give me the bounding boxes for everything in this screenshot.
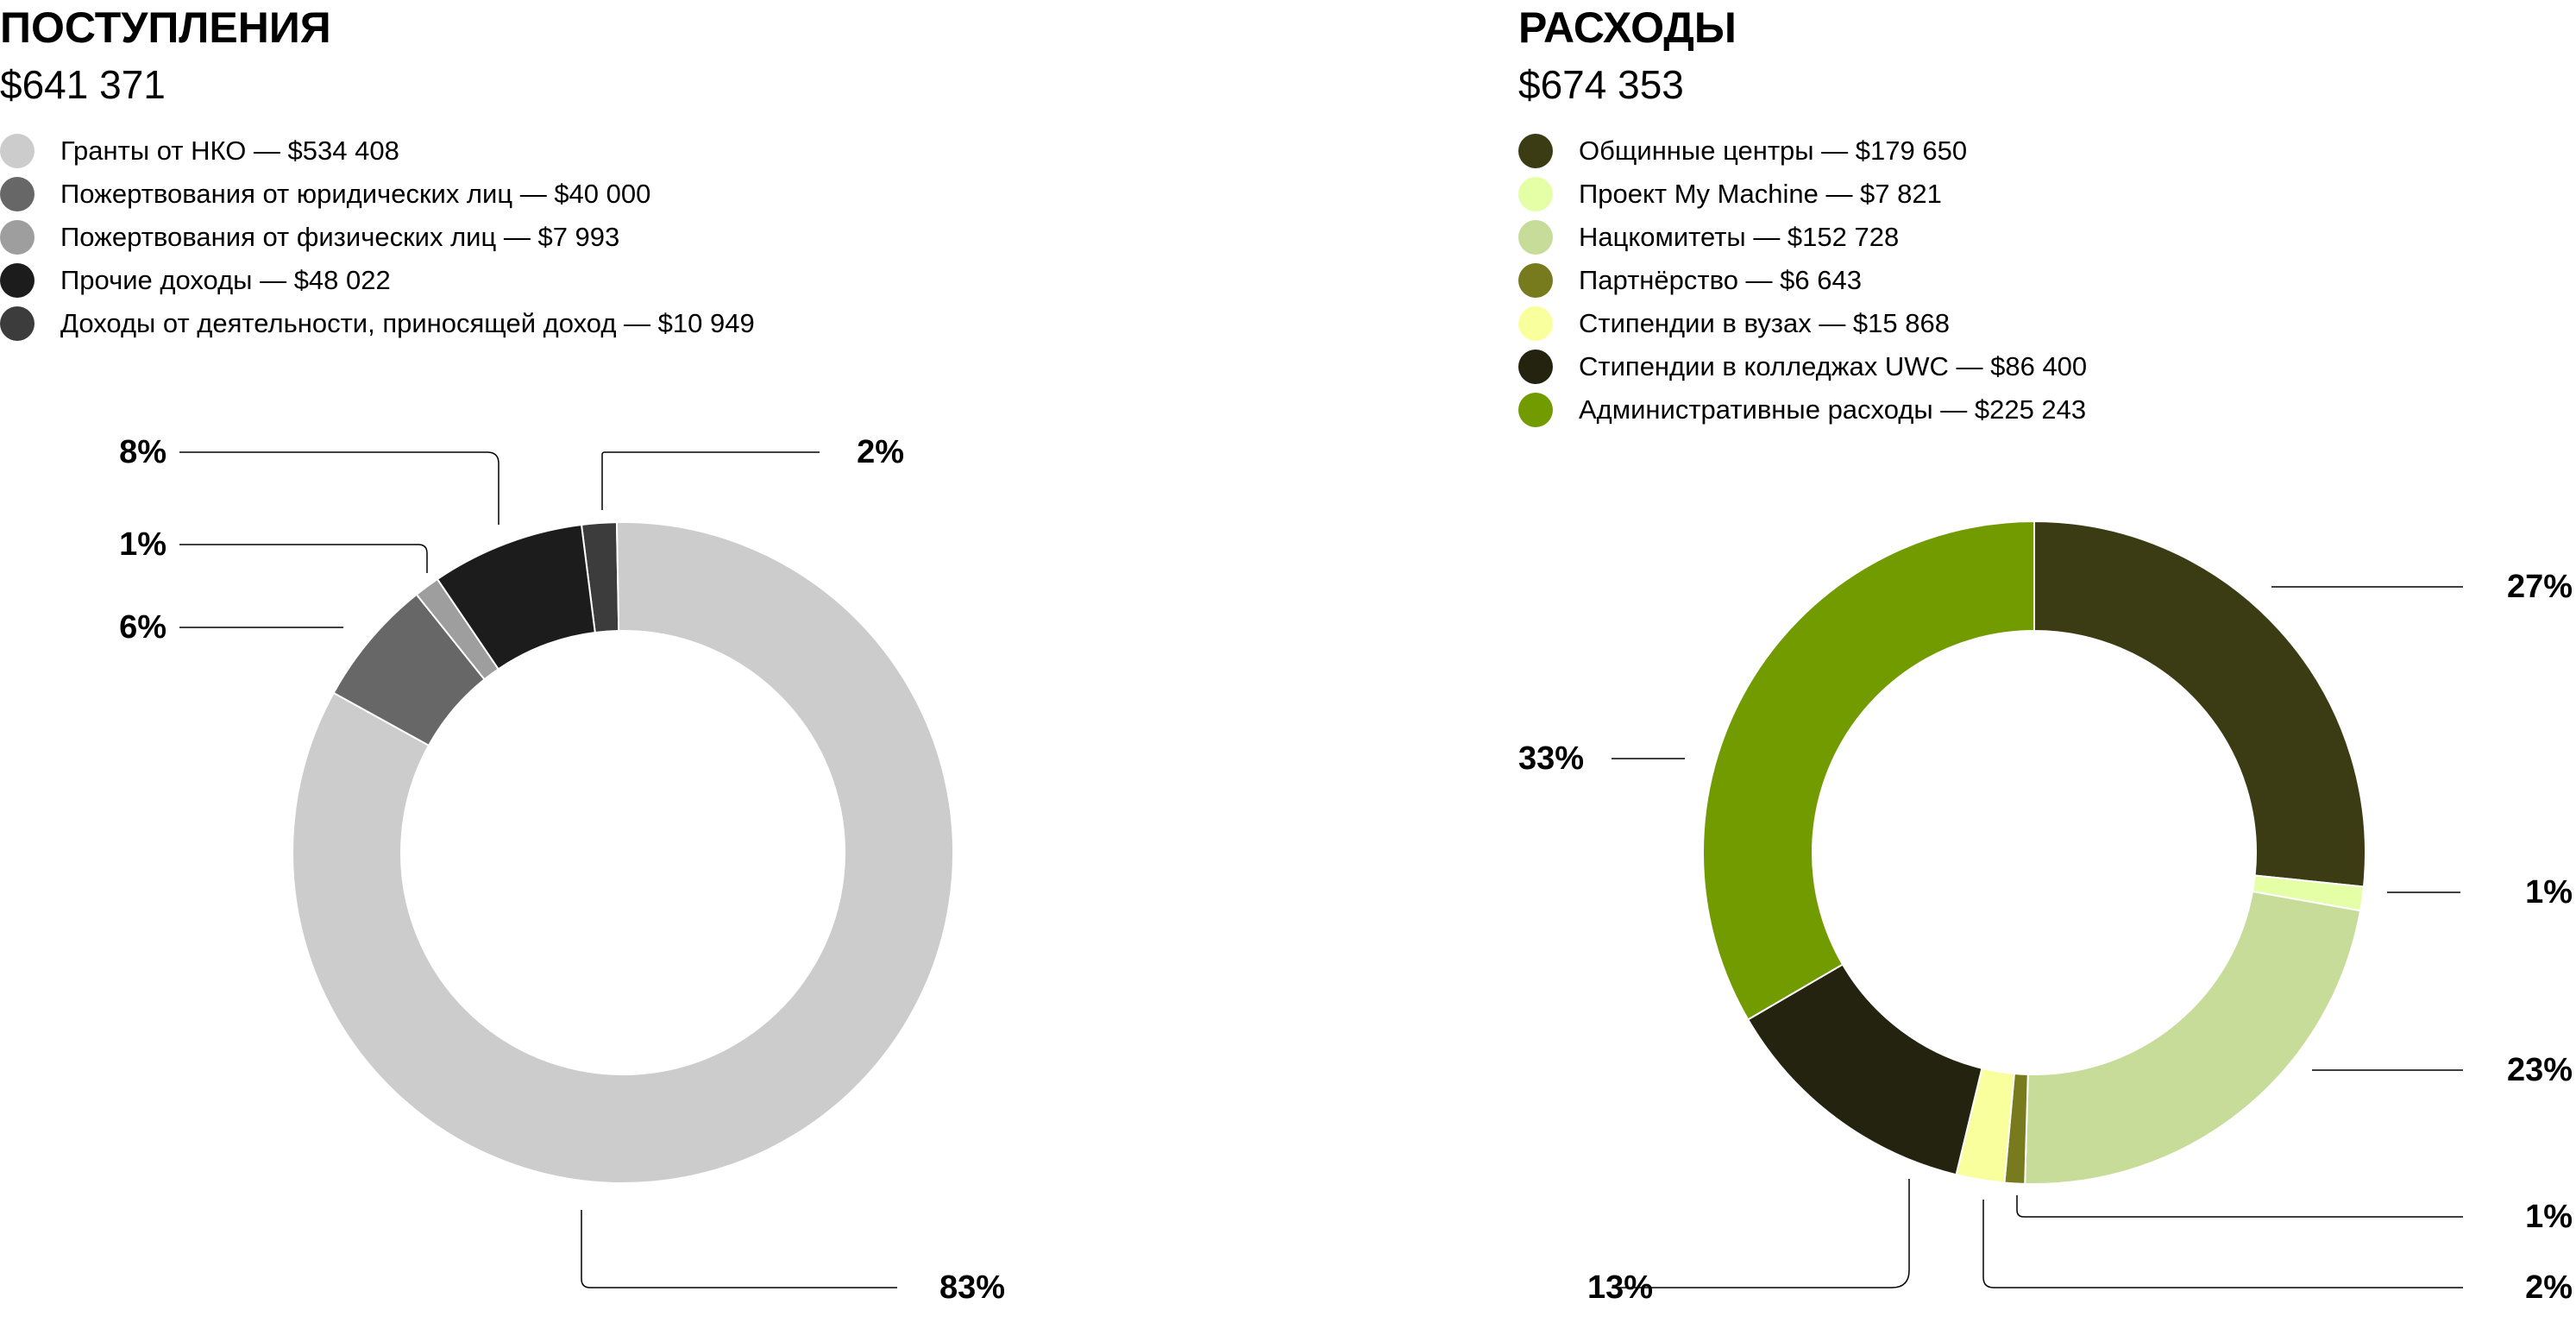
income-percent-label: 1% [119, 526, 166, 563]
expenses-title: РАСХОДЫ [1518, 3, 1737, 52]
expenses-legend-swatch [1518, 134, 1553, 168]
income-percent-label: 83% [939, 1269, 1005, 1306]
expenses-legend-swatch [1518, 220, 1553, 255]
income-legend-item: Пожертвования от юридических лиц — $40 0… [0, 173, 755, 216]
income-legend-label: Гранты от НКО — $534 408 [60, 135, 399, 166]
expenses-percent-label: 2% [2525, 1269, 2573, 1306]
expenses-percent-label: 33% [1518, 740, 1584, 777]
income-leader-line [179, 544, 428, 573]
income-slice [436, 523, 596, 671]
income-legend-label: Пожертвования от юридических лиц — $40 0… [60, 179, 651, 209]
expenses-percent-label: 13% [1587, 1269, 1653, 1306]
expenses-legend-item: Административные расходы — $225 243 [1518, 388, 2087, 432]
income-leader-line [601, 451, 820, 510]
expenses-legend-swatch [1518, 306, 1553, 341]
income-legend-item: Гранты от НКО — $534 408 [0, 129, 755, 173]
income-panel: ПОСТУПЛЕНИЯ $641 371 Гранты от НКО — $53… [0, 0, 1122, 1323]
expenses-percent-label: 23% [2507, 1052, 2573, 1088]
expenses-legend-swatch [1518, 263, 1553, 298]
expenses-legend-label: Стипендии в колледжах UWC — $86 400 [1579, 351, 2088, 381]
expenses-total: $674 353 [1518, 62, 1684, 107]
expenses-percent-label: 1% [2525, 874, 2573, 910]
expenses-legend-label: Общинные центры — $179 650 [1579, 135, 1968, 166]
income-legend-label: Прочие доходы — $48 022 [60, 265, 391, 295]
expenses-legend-swatch [1518, 350, 1553, 384]
income-donut-chart: 2% 83% 6% 1% 8% [119, 434, 1005, 1306]
expenses-legend-item: Стипендии в вузах — $15 868 [1518, 302, 2087, 345]
expenses-percent-label: 1% [2525, 1199, 2573, 1235]
expenses-legend-item: Партнёрство — $6 643 [1518, 259, 2087, 302]
expenses-legend-label: Стипендии в вузах — $15 868 [1579, 308, 1950, 338]
income-legend-swatch [0, 263, 35, 298]
income-legend-swatch [0, 177, 35, 211]
income-legend-label: Пожертвования от физических лиц — $7 993 [60, 222, 620, 252]
income-legend-swatch [0, 306, 35, 341]
income-percent-label: 8% [119, 434, 166, 470]
expenses-legend-item: Проект My Machine — $7 821 [1518, 173, 2087, 216]
expenses-legend-label: Административные расходы — $225 243 [1579, 394, 2087, 425]
expenses-donut-chart: 27% 1% 23% 1% 2% 13% 33% [1518, 520, 2573, 1306]
expenses-legend-item: Стипендии в колледжах UWC — $86 400 [1518, 345, 2087, 388]
income-legend-swatch [0, 134, 35, 168]
expenses-legend-item: Общинные центры — $179 650 [1518, 129, 2087, 173]
expenses-leader-line [1612, 1179, 1910, 1288]
income-legend-item: Доходы от деятельности, приносящей доход… [0, 302, 755, 345]
expenses-legend: Общинные центры — $179 650 Проект My Mach… [1518, 129, 2087, 432]
expenses-slice [2024, 890, 2362, 1185]
income-legend-item: Прочие доходы — $48 022 [0, 259, 755, 302]
income-title: ПОСТУПЛЕНИЯ [0, 3, 331, 52]
income-percent-label: 6% [119, 609, 166, 646]
expenses-legend-item: Нацкомитеты — $152 728 [1518, 216, 2087, 259]
expenses-legend-label: Проект My Machine — $7 821 [1579, 179, 1942, 209]
income-total: $641 371 [0, 62, 166, 107]
income-leader-line [581, 1210, 897, 1288]
income-legend: Гранты от НКО — $534 408 Пожертвования от… [0, 129, 755, 345]
income-percent-label: 2% [857, 434, 904, 470]
income-legend-label: Доходы от деятельности, приносящей доход… [60, 308, 755, 338]
expenses-percent-label: 27% [2507, 569, 2573, 605]
expenses-legend-label: Партнёрство — $6 643 [1579, 265, 1862, 295]
income-slice [292, 521, 954, 1184]
expenses-legend-swatch [1518, 393, 1553, 427]
expenses-leader-line [2016, 1195, 2463, 1218]
expenses-panel: РАСХОДЫ $674 353 Общинные центры — $179 … [1518, 0, 2576, 1323]
expenses-slice [2033, 520, 2366, 888]
income-legend-swatch [0, 220, 35, 255]
expenses-slice [1702, 520, 2035, 1021]
expenses-legend-swatch [1518, 177, 1553, 211]
income-legend-item: Пожертвования от физических лиц — $7 993 [0, 216, 755, 259]
expenses-leader-line [1982, 1200, 2463, 1288]
income-leader-line [179, 451, 499, 525]
expenses-legend-label: Нацкомитеты — $152 728 [1579, 222, 1900, 252]
